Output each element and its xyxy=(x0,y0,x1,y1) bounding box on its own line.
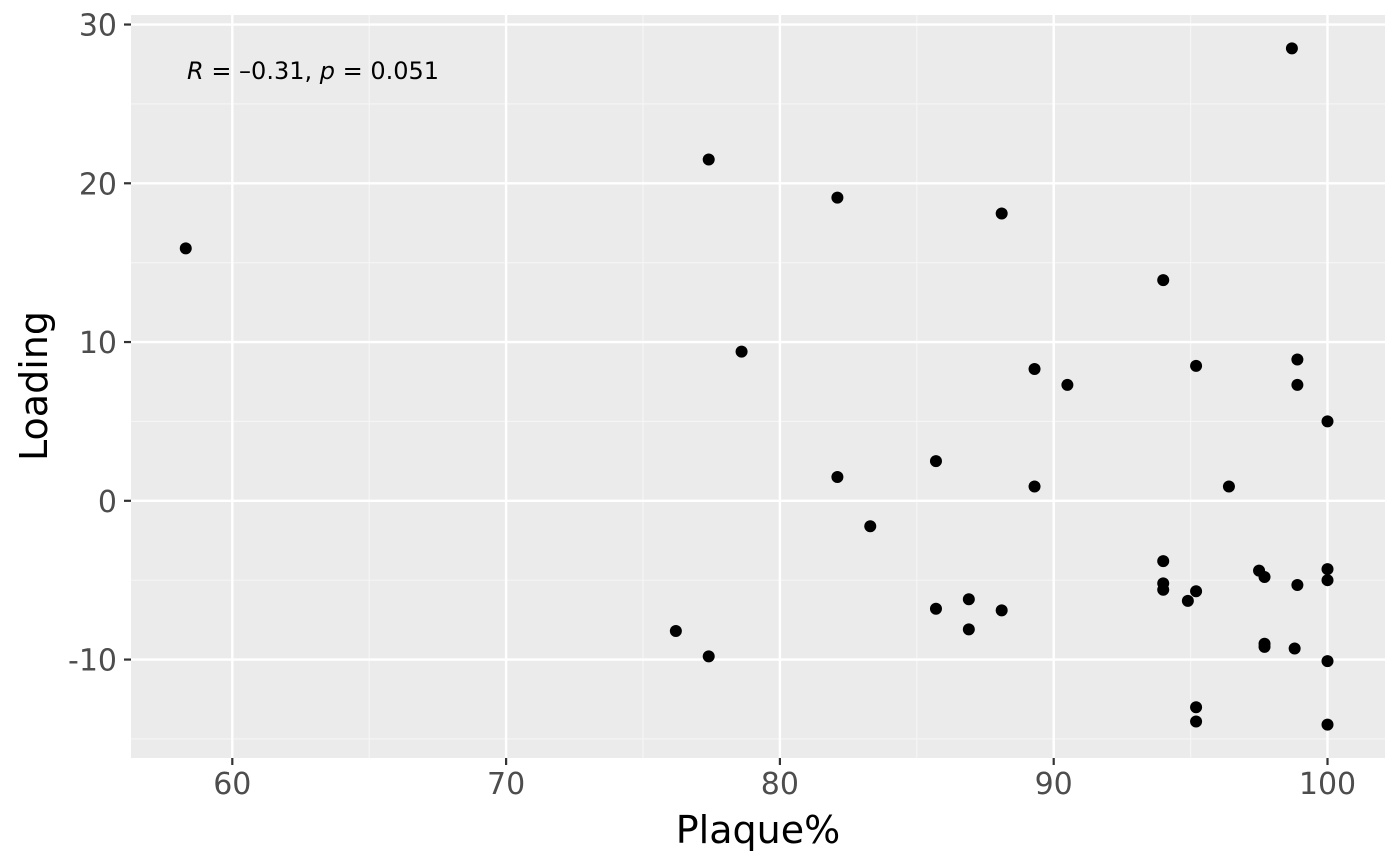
data-point xyxy=(1291,353,1304,366)
data-point xyxy=(929,455,942,468)
data-point xyxy=(1321,415,1334,428)
data-point xyxy=(995,207,1008,220)
correlation-annotation: R = –0.31, p = 0.051 xyxy=(187,57,439,85)
data-point xyxy=(1190,701,1203,714)
data-point xyxy=(1288,642,1301,655)
data-point xyxy=(929,602,942,615)
data-point xyxy=(669,624,682,637)
data-point xyxy=(1321,655,1334,668)
major-grid xyxy=(131,15,1385,758)
data-point xyxy=(702,650,715,663)
y-axis-title: Loading xyxy=(12,311,56,461)
y-tick-label: 0 xyxy=(98,485,117,520)
data-point xyxy=(831,470,844,483)
data-point xyxy=(1190,359,1203,372)
data-point xyxy=(702,153,715,166)
x-tick-label: 90 xyxy=(1035,767,1073,802)
data-point xyxy=(1157,274,1170,287)
y-tick-label: 30 xyxy=(79,9,117,44)
annotation-part: = –0.31, xyxy=(204,57,320,85)
axis-ticks xyxy=(124,23,1329,765)
minor-grid xyxy=(131,15,1385,758)
annotation-part: = 0.051 xyxy=(335,57,439,85)
x-axis-title: Plaque% xyxy=(676,808,840,852)
data-point xyxy=(1285,42,1298,55)
data-point xyxy=(831,191,844,204)
annotation-part: p xyxy=(319,57,335,85)
data-point xyxy=(1321,574,1334,587)
x-tick-label: 60 xyxy=(213,767,251,802)
data-point xyxy=(179,242,192,255)
x-tick-label: 70 xyxy=(487,767,525,802)
data-point xyxy=(1258,571,1271,584)
y-tick-label: 10 xyxy=(79,326,117,361)
data-point xyxy=(1321,563,1334,576)
data-point xyxy=(1190,715,1203,728)
data-point xyxy=(1028,363,1041,376)
data-point xyxy=(1258,640,1271,653)
data-point xyxy=(1321,718,1334,731)
x-tick-label: 80 xyxy=(761,767,799,802)
data-point xyxy=(1291,378,1304,391)
plot-panel xyxy=(131,15,1385,758)
y-tick-label: 20 xyxy=(79,167,117,202)
data-point xyxy=(735,345,748,358)
data-point xyxy=(1157,555,1170,568)
data-point xyxy=(864,520,877,533)
annotation-part: R xyxy=(187,57,204,85)
y-tick-label: -10 xyxy=(68,644,117,679)
data-point xyxy=(962,623,975,636)
data-point xyxy=(1061,378,1074,391)
data-point xyxy=(1157,583,1170,596)
data-point xyxy=(1028,480,1041,493)
data-point xyxy=(995,604,1008,617)
data-point xyxy=(962,593,975,606)
data-points xyxy=(179,42,1334,731)
data-point xyxy=(1291,578,1304,591)
data-point xyxy=(1222,480,1235,493)
tick-labels: 60 70 80 90 100 -10 0 10 20 30 xyxy=(68,9,1356,802)
data-point xyxy=(1190,585,1203,598)
data-point xyxy=(1181,594,1194,607)
x-tick-label: 100 xyxy=(1299,767,1356,802)
